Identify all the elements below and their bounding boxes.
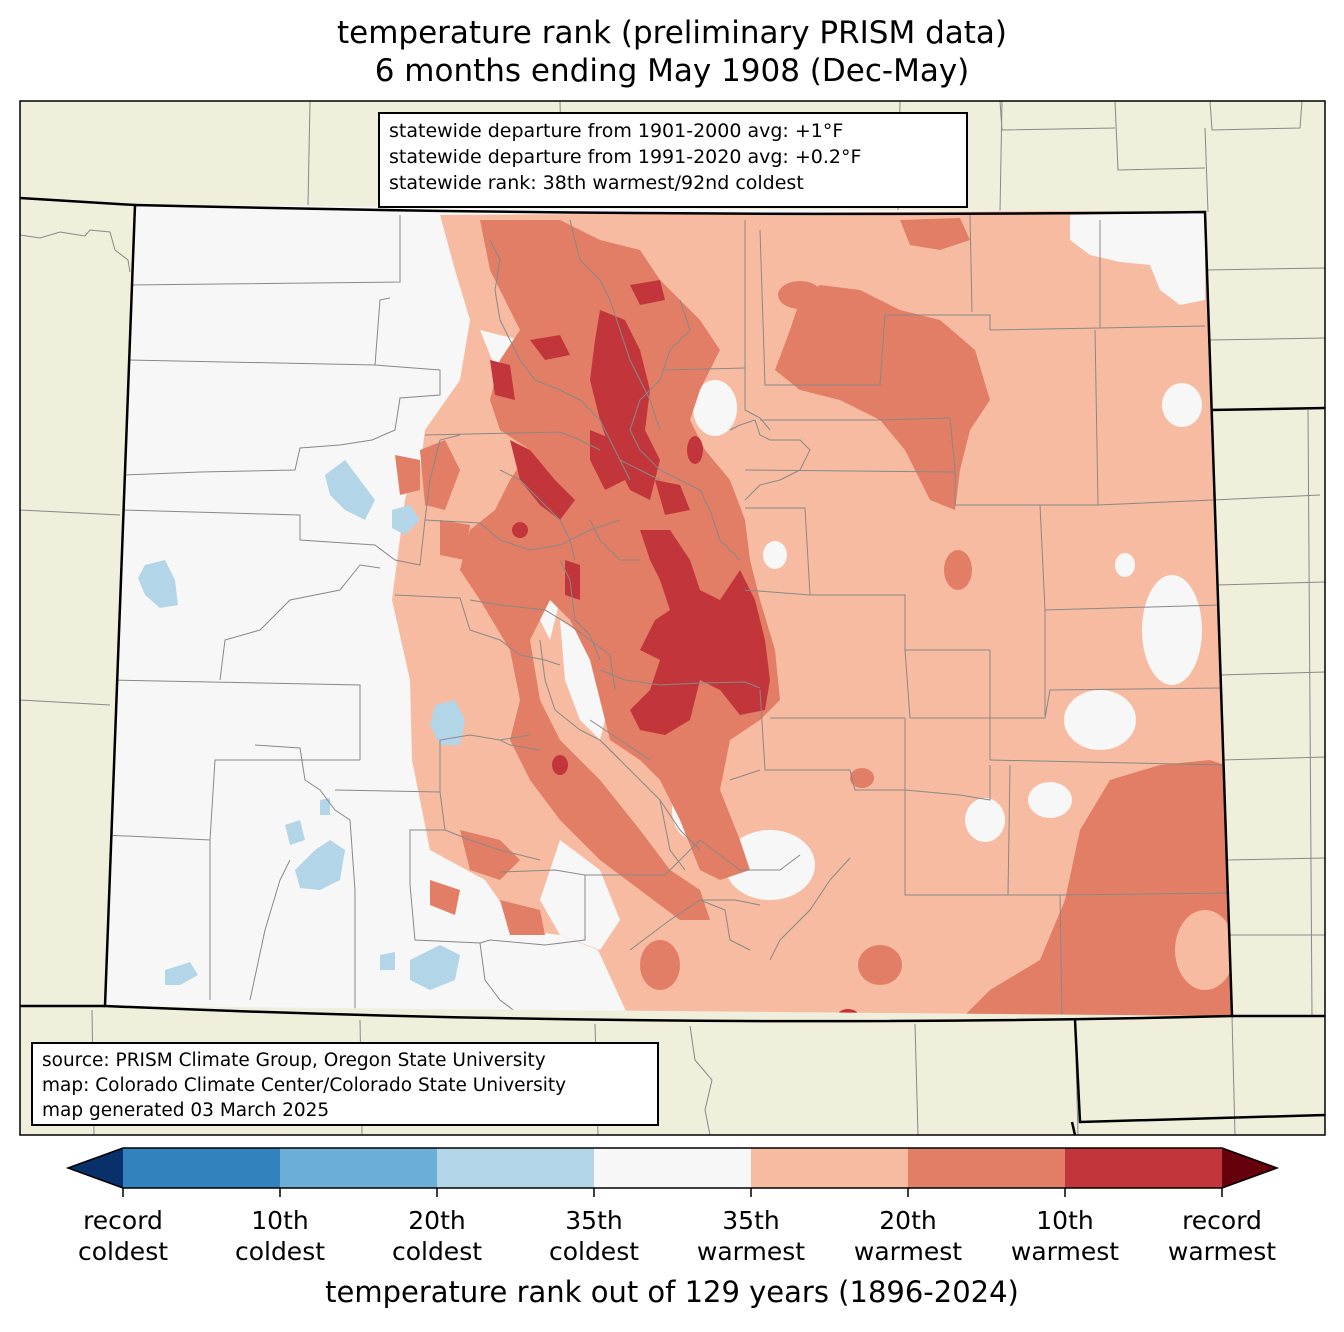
source-line-generated: map generated 03 March 2025 (42, 1100, 330, 1121)
tick-label-line-2: coldest (391, 1237, 483, 1266)
colorbar-ticks (122, 1188, 1223, 1197)
tick-label-line-2: coldest (77, 1237, 169, 1266)
tick-label-line-1: 35th (565, 1206, 623, 1235)
colorbar-tick-label-record-coldest: record coldest (43, 1205, 203, 1267)
map-frame (19, 100, 1326, 1136)
colorbar-tick-label-35th-warmest: 35th warmest (671, 1205, 831, 1267)
colorbar (65, 1147, 1280, 1197)
source-line-prism: source: PRISM Climate Group, Oregon Stat… (42, 1050, 546, 1071)
rank-20th-to-35th-coldest-region (138, 460, 465, 990)
stats-statewide-rank: statewide rank: 38th warmest/92nd coldes… (389, 172, 804, 194)
stats-departure-1901-2000: statewide departure from 1901-2000 avg: … (389, 120, 844, 142)
colorbar-above-record-warmest-arrow (1222, 1148, 1277, 1188)
colorbar-segment-35th-to-20th-warmest (751, 1148, 908, 1188)
tick-label-line-2: coldest (234, 1237, 326, 1266)
colorbar-tick-label-record-warmest: record warmest (1142, 1205, 1302, 1267)
colorbar-segment-10th-to-record-warmest (1065, 1148, 1222, 1188)
source-credit-box: source: PRISM Climate Group, Oregon Stat… (31, 1042, 659, 1126)
title-line-1: temperature rank (preliminary PRISM data… (336, 15, 1007, 51)
colorbar-segment-20th-to-10th-warmest (908, 1148, 1065, 1188)
tick-label-line-1: 10th (251, 1206, 309, 1235)
source-line-map: map: Colorado Climate Center/Colorado St… (42, 1075, 567, 1096)
statewide-stats-box: statewide departure from 1901-2000 avg: … (378, 112, 968, 208)
tick-label-line-2: warmest (853, 1237, 963, 1266)
colorbar-below-record-coldest-arrow (68, 1148, 123, 1188)
colorbar-tick-label-20th-warmest: 20th warmest (828, 1205, 988, 1267)
colorbar-tick-label-35th-coldest: 35th coldest (514, 1205, 674, 1267)
rank-20th-to-10th-warmest-region (395, 218, 1232, 1016)
colorbar-tick-label-10th-warmest: 10th warmest (985, 1205, 1145, 1267)
tick-label-line-1: 35th (722, 1206, 780, 1235)
tick-label-line-2: warmest (1167, 1237, 1277, 1266)
tick-label-line-2: warmest (1010, 1237, 1120, 1266)
map-title: temperature rank (preliminary PRISM data… (0, 14, 1344, 90)
stats-departure-1991-2020: statewide departure from 1991-2020 avg: … (389, 146, 862, 168)
colorado-state-border (103, 203, 1234, 1023)
colorbar-segment-near-normal (594, 1148, 751, 1188)
tick-label-line-1: record (83, 1206, 163, 1235)
colorbar-tick-label-10th-coldest: 10th coldest (200, 1205, 360, 1267)
tick-label-line-2: coldest (548, 1237, 640, 1266)
tick-label-line-1: record (1182, 1206, 1262, 1235)
colorado-county-lines (105, 214, 1231, 1016)
colorbar-segment-record-to-10th-coldest (123, 1148, 280, 1188)
neighbor-state-borders (20, 196, 1325, 1135)
colorbar-segment-10th-to-20th-coldest (280, 1148, 437, 1188)
tick-label-line-1: 10th (1036, 1206, 1094, 1235)
tick-label-line-1: 20th (879, 1206, 937, 1235)
colorbar-segment-20th-to-35th-coldest (437, 1148, 594, 1188)
title-line-2: 6 months ending May 1908 (Dec-May) (374, 53, 970, 89)
tick-label-line-1: 20th (408, 1206, 466, 1235)
colorbar-tick-label-20th-coldest: 20th coldest (357, 1205, 517, 1267)
colorbar-axis-label: temperature rank out of 129 years (1896-… (325, 1275, 1019, 1309)
tick-label-line-2: warmest (696, 1237, 806, 1266)
